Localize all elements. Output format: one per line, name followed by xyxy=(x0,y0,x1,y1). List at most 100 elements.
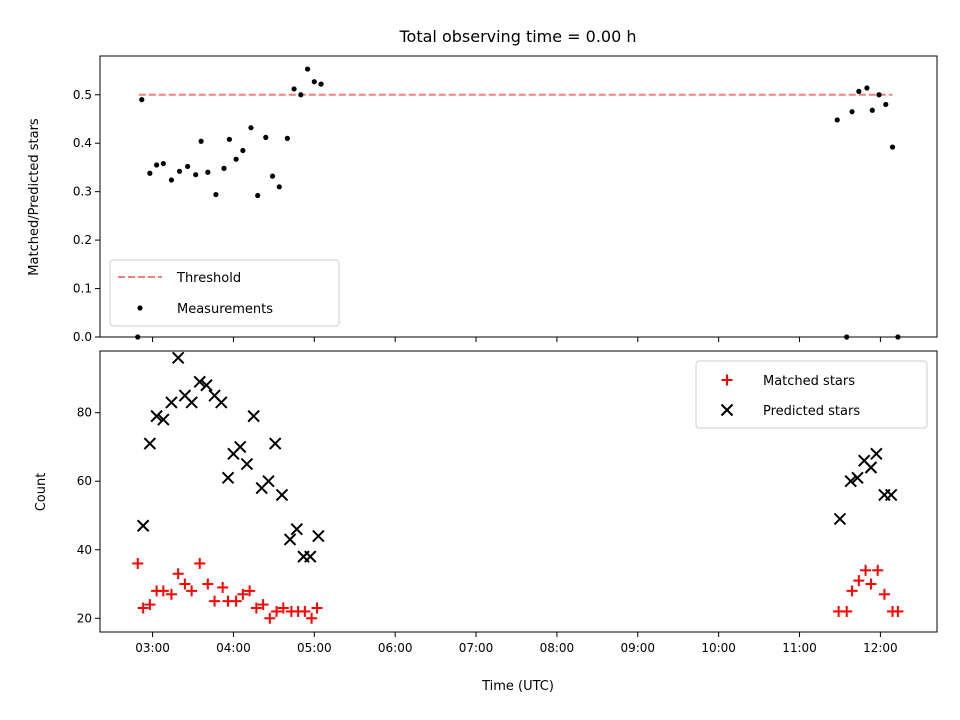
predicted-star-point xyxy=(275,488,289,502)
legend-predicted-swatch xyxy=(720,403,734,417)
predicted-star-point xyxy=(304,550,317,563)
matched-star-point xyxy=(841,605,853,617)
matched-star-point xyxy=(264,612,276,624)
matched-star-point xyxy=(250,602,262,614)
bottom-legend: Matched stars Predicted stars xyxy=(695,360,928,429)
top-axes-frame xyxy=(99,55,938,338)
predicted-star-point xyxy=(150,409,163,423)
bottom-x-tick-label: 11:00 xyxy=(782,641,817,655)
legend-threshold-label: Threshold xyxy=(176,271,241,286)
bottom-y-tick-label: 60 xyxy=(77,474,92,488)
predicted-star-point xyxy=(864,461,878,474)
predicted-star-point xyxy=(136,519,150,532)
measurement-point xyxy=(311,79,317,85)
measurement-point xyxy=(185,163,191,170)
matched-star-point xyxy=(237,588,249,600)
matched-star-point xyxy=(172,568,184,580)
top-y-tick-label: 0.5 xyxy=(73,88,92,102)
matched-star-point xyxy=(860,564,872,576)
legend-predicted-label: Predicted stars xyxy=(763,404,860,419)
top-y-axis-label: Matched/Predicted stars xyxy=(27,118,42,276)
bottom-x-tick-label: 12:00 xyxy=(863,641,898,655)
measurement-point xyxy=(226,136,232,142)
predicted-star-point xyxy=(833,512,847,526)
measurement-point xyxy=(298,92,304,98)
predicted-star-point xyxy=(290,522,303,536)
predicted-star-point xyxy=(157,413,170,426)
measurement-point xyxy=(269,173,276,179)
legend-matched-label: Matched stars xyxy=(763,374,855,389)
matched-star-point xyxy=(230,595,242,607)
measurement-point xyxy=(233,156,239,162)
ratio-panel: 0.0 0.1 0.2 0.3 0.4 0.5 Threshold Measurements xyxy=(73,55,938,344)
bottom-x-tick-label: 06:00 xyxy=(378,641,413,655)
matched-star-point xyxy=(132,557,144,569)
measurement-point xyxy=(154,162,160,168)
bottom-x-tick-label: 04:00 xyxy=(216,641,251,655)
predicted-star-point xyxy=(262,475,275,488)
matched-star-point xyxy=(217,581,229,593)
measurement-point xyxy=(193,172,199,178)
measurement-point xyxy=(160,160,166,167)
top-legend-box xyxy=(109,259,340,327)
measurement-point xyxy=(849,109,855,115)
predicted-star-point xyxy=(312,529,325,543)
matched-star-point xyxy=(209,595,221,607)
measurement-point xyxy=(889,144,896,150)
predicted-star-point xyxy=(143,437,157,450)
measurement-point xyxy=(318,81,324,87)
measurement-point xyxy=(240,147,246,154)
measurement-point xyxy=(255,192,261,199)
matched-star-point xyxy=(277,602,289,614)
bottom-y-tick-label: 40 xyxy=(77,543,92,557)
measurement-point xyxy=(276,184,282,190)
measurement-point xyxy=(168,177,175,183)
predicted-star-point xyxy=(185,396,198,409)
measurement-point xyxy=(864,85,870,91)
measurement-point xyxy=(263,134,269,140)
predicted-star-point xyxy=(221,471,235,484)
bottom-plot-area: 20 40 60 80 03:00 04:00 05:00 06:00 07:00 08:00 09… xyxy=(77,351,904,655)
measurement-point xyxy=(248,125,254,131)
predicted-star-point xyxy=(193,375,206,389)
top-y-tick-label: 0.4 xyxy=(73,136,92,150)
matched-star-point xyxy=(137,602,149,614)
bottom-axes-frame xyxy=(99,350,938,633)
predicted-star-point xyxy=(851,471,864,484)
matched-star-point xyxy=(244,585,256,597)
matched-star-point xyxy=(144,599,156,611)
bottom-x-tick-label: 07:00 xyxy=(459,641,494,655)
measurement-point xyxy=(304,66,311,72)
count-panel: 20 40 60 80 03:00 04:00 05:00 06:00 07:00 08:00 09… xyxy=(77,350,938,655)
matched-star-point xyxy=(157,585,169,597)
predicted-star-point xyxy=(200,379,213,392)
legend-measurements-label: Measurements xyxy=(177,302,273,317)
chart-title: Total observing time = 0.00 h xyxy=(398,27,636,46)
measurement-point xyxy=(291,86,297,92)
matched-star-point xyxy=(311,602,323,614)
predicted-star-point xyxy=(247,409,260,423)
matched-star-point xyxy=(892,605,904,617)
measurement-point xyxy=(205,169,211,175)
legend-matched-swatch xyxy=(721,374,733,386)
matched-star-point xyxy=(257,599,269,611)
measurement-point xyxy=(139,97,145,103)
measurement-point xyxy=(221,165,227,171)
bottom-x-tick-label: 09:00 xyxy=(620,641,655,655)
top-y-tick-label: 0.1 xyxy=(73,282,92,296)
predicted-star-point xyxy=(215,396,228,409)
matched-star-point xyxy=(846,585,858,597)
matched-star-point xyxy=(179,578,191,590)
matched-star-point xyxy=(271,605,283,617)
predicted-star-point xyxy=(269,437,282,450)
matched-star-point xyxy=(194,557,206,569)
measurement-point xyxy=(147,170,153,176)
matched-star-point xyxy=(872,564,884,576)
predicted-star-point xyxy=(240,457,254,471)
bottom-legend-box xyxy=(695,360,928,429)
top-y-tick-label: 0.0 xyxy=(73,330,92,344)
bottom-x-tick-label: 05:00 xyxy=(297,641,332,655)
measurement-point xyxy=(176,168,183,174)
predicted-star-point xyxy=(884,488,898,502)
bottom-y-axis-label: Count xyxy=(34,473,49,512)
